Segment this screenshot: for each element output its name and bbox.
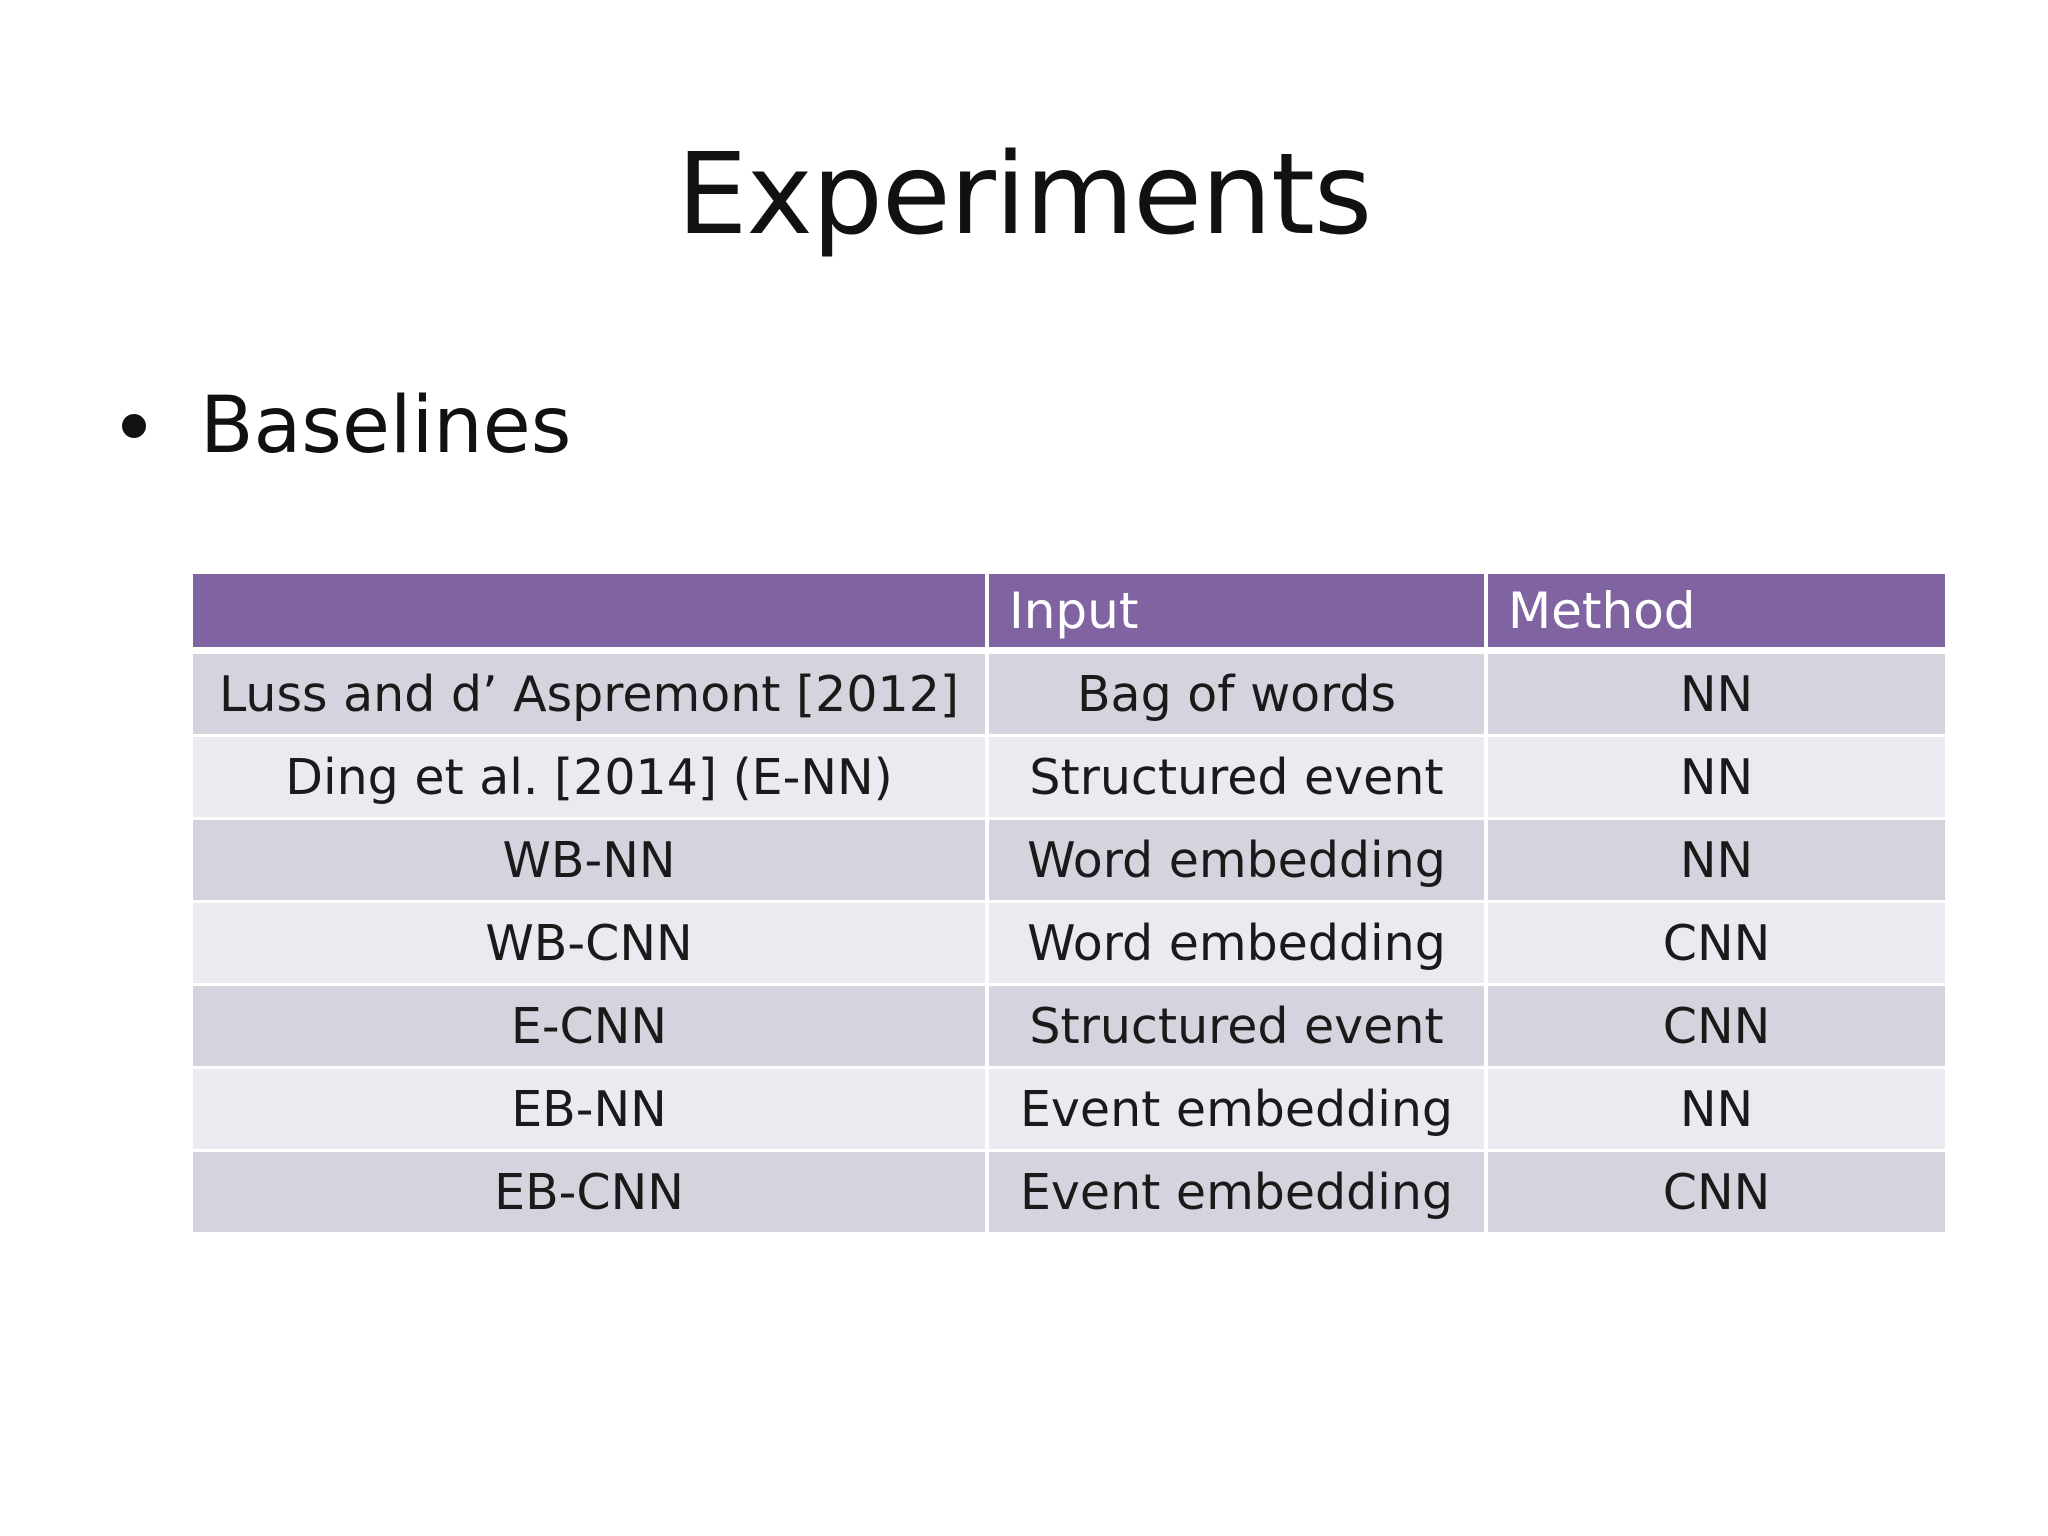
table-header-row: Input Method bbox=[193, 574, 1945, 654]
cell-input: Event embedding bbox=[989, 1069, 1488, 1152]
baselines-table: Input Method Luss and d’ Aspremont [2012… bbox=[193, 574, 1945, 1235]
cell-model: EB-NN bbox=[193, 1069, 989, 1152]
cell-method: CNN bbox=[1488, 903, 1945, 986]
slide-title: Experiments bbox=[676, 130, 1372, 260]
cell-model: WB-NN bbox=[193, 820, 989, 903]
cell-model: WB-CNN bbox=[193, 903, 989, 986]
cell-method: CNN bbox=[1488, 1152, 1945, 1235]
cell-model: Luss and d’ Aspremont [2012] bbox=[193, 654, 989, 737]
header-cell-input: Input bbox=[989, 574, 1488, 654]
header-cell-method: Method bbox=[1488, 574, 1945, 654]
bullet-item-baselines: Baselines bbox=[122, 376, 571, 476]
table-row: Ding et al. [2014] (E-NN) Structured eve… bbox=[193, 737, 1945, 820]
cell-input: Event embedding bbox=[989, 1152, 1488, 1235]
cell-method: NN bbox=[1488, 737, 1945, 820]
table-row: E-CNN Structured event CNN bbox=[193, 986, 1945, 1069]
cell-model: Ding et al. [2014] (E-NN) bbox=[193, 737, 989, 820]
header-cell-model bbox=[193, 574, 989, 654]
cell-model: E-CNN bbox=[193, 986, 989, 1069]
cell-method: NN bbox=[1488, 1069, 1945, 1152]
cell-input: Bag of words bbox=[989, 654, 1488, 737]
cell-input: Word embedding bbox=[989, 820, 1488, 903]
cell-model: EB-CNN bbox=[193, 1152, 989, 1235]
cell-method: NN bbox=[1488, 820, 1945, 903]
bullet-icon bbox=[122, 414, 146, 438]
cell-input: Structured event bbox=[989, 986, 1488, 1069]
table-row: WB-CNN Word embedding CNN bbox=[193, 903, 1945, 986]
cell-method: CNN bbox=[1488, 986, 1945, 1069]
cell-input: Word embedding bbox=[989, 903, 1488, 986]
table-row: WB-NN Word embedding NN bbox=[193, 820, 1945, 903]
table-row: EB-CNN Event embedding CNN bbox=[193, 1152, 1945, 1235]
table-row: EB-NN Event embedding NN bbox=[193, 1069, 1945, 1152]
cell-input: Structured event bbox=[989, 737, 1488, 820]
bullet-text: Baselines bbox=[200, 381, 572, 471]
table-row: Luss and d’ Aspremont [2012] Bag of word… bbox=[193, 654, 1945, 737]
cell-method: NN bbox=[1488, 654, 1945, 737]
